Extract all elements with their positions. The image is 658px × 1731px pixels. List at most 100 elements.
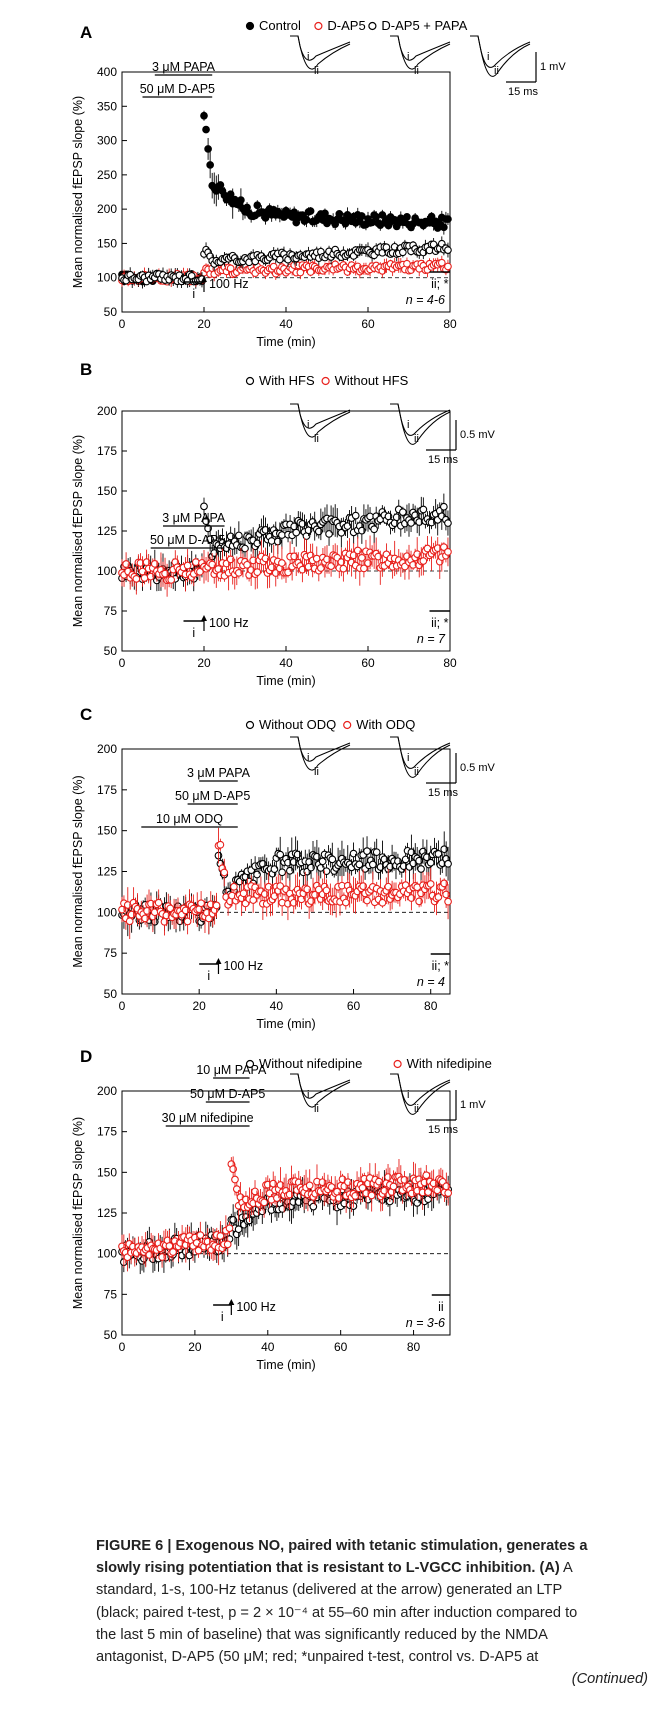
data-point (220, 868, 229, 877)
data-point (276, 1181, 285, 1189)
trace-label-ii: ii (314, 766, 319, 778)
data-point (321, 209, 329, 218)
data-point (426, 880, 435, 888)
y-tick-label: 100 (97, 1247, 117, 1261)
trace-label-i: i (307, 51, 309, 63)
y-tick-label: 50 (104, 1328, 118, 1342)
stim-label: 100 Hz (223, 959, 263, 973)
data-point (154, 898, 163, 907)
data-point (306, 207, 315, 215)
legend-marker (343, 720, 352, 730)
legend-label: Without nifedipine (259, 1056, 362, 1071)
trace-inset: iii 0.5 mV 15 ms (390, 403, 496, 466)
panel-a: A 50 100 150 200 250 300 350 400 0 20 40 60 80 Time (m… (71, 18, 566, 349)
data-point (167, 576, 176, 584)
data-point (302, 215, 311, 224)
data-point (360, 564, 368, 573)
trace-inset: iii (290, 35, 351, 77)
data-point (183, 561, 192, 570)
data-point (249, 896, 258, 904)
drug-label: 3 μM PAPA (187, 766, 251, 780)
window-label: i (192, 287, 195, 301)
panel-b: B 50 75 100 125 150 175 200 0 20 40 60 80 Time (min) M… (71, 360, 496, 688)
x-tick-label: 40 (279, 317, 293, 331)
legend-label: Control (259, 18, 301, 33)
data-point (132, 574, 141, 583)
data-point (384, 1173, 392, 1181)
data-point (229, 1216, 238, 1224)
data-point (442, 1182, 451, 1191)
trace-inset: iii (290, 1073, 351, 1115)
n-label: n = 4 (417, 975, 445, 989)
data-point (368, 860, 377, 869)
data-point (370, 525, 379, 534)
y-tick-label: 100 (97, 271, 117, 285)
data-point (399, 508, 407, 516)
legend-marker (245, 720, 255, 730)
y-tick-label: 125 (97, 865, 117, 879)
scale-y-label: 1 mV (460, 1099, 486, 1111)
drug-label: 50 μM D-AP5 (140, 82, 215, 96)
data-point (158, 1253, 166, 1261)
data-point (253, 568, 262, 576)
data-point (335, 210, 344, 218)
data-point (140, 574, 149, 582)
trace-label-ii: ii (314, 433, 319, 445)
data-point (419, 505, 428, 514)
legend-label: Without HFS (335, 373, 409, 388)
trace-ii (470, 35, 531, 77)
data-point (363, 896, 371, 905)
stim-label: 100 Hz (209, 277, 249, 291)
scale-y-label: 0.5 mV (460, 762, 496, 774)
y-tick-label: 350 (97, 99, 117, 113)
y-tick-label: 175 (97, 444, 117, 458)
data-point (196, 567, 204, 576)
data-point (341, 898, 350, 907)
trace-label-i: i (407, 752, 409, 764)
x-axis-label: Time (min) (256, 674, 315, 688)
x-tick-label: 60 (361, 317, 375, 331)
y-axis-label: Mean normalised fEPSP slope (%) (71, 775, 85, 967)
y-tick-label: 250 (97, 168, 117, 182)
data-point (204, 145, 212, 153)
data-point (232, 1185, 241, 1193)
trace-ii (290, 1073, 351, 1108)
caption-line-2: A (559, 1560, 573, 1577)
n-label: n = 3-6 (406, 1316, 445, 1330)
y-tick-label: 200 (97, 742, 117, 756)
x-tick-label: 20 (197, 317, 211, 331)
data-point (440, 543, 448, 551)
window-label: ii (438, 1300, 444, 1314)
data-point (269, 1179, 278, 1188)
data-point (278, 868, 286, 877)
legend-label: D-AP5 + PAPA (381, 18, 467, 33)
series-with-odq (118, 827, 452, 940)
data-point (440, 502, 448, 511)
data-point (191, 558, 200, 566)
data-point (444, 548, 452, 556)
data-point (378, 898, 387, 907)
data-point (206, 535, 214, 544)
trace-ii (390, 403, 451, 445)
legend-marker (368, 21, 377, 31)
panel-d: D 50 75 100 125 150 175 200 0 20 40 60 80 Time (min) M… (71, 1047, 492, 1372)
data-point (444, 246, 452, 254)
x-tick-label: 0 (119, 317, 126, 331)
x-tick-label: 40 (261, 1340, 275, 1354)
window-label: ii; * (431, 616, 449, 630)
caption-line-3: standard, 1-s, 100-Hz tetanus (delivered… (96, 1582, 563, 1599)
data-point (403, 213, 411, 221)
x-axis-label: Time (min) (256, 1358, 315, 1372)
x-tick-label: 20 (192, 999, 206, 1013)
figure-caption: FIGURE 6 | Exogenous NO, paired with tet… (96, 1535, 648, 1690)
trace-ii (290, 35, 351, 70)
window-label: ii; * (432, 959, 450, 973)
x-tick-label: 80 (443, 656, 457, 670)
data-point (351, 511, 360, 520)
trace-inset: iii 1 mV 15 ms (390, 1073, 486, 1136)
scale-y-label: 1 mV (540, 61, 566, 73)
y-tick-label: 175 (97, 783, 117, 797)
x-axis-label: Time (min) (256, 1017, 315, 1031)
data-point (375, 1177, 383, 1186)
data-point (358, 553, 366, 562)
